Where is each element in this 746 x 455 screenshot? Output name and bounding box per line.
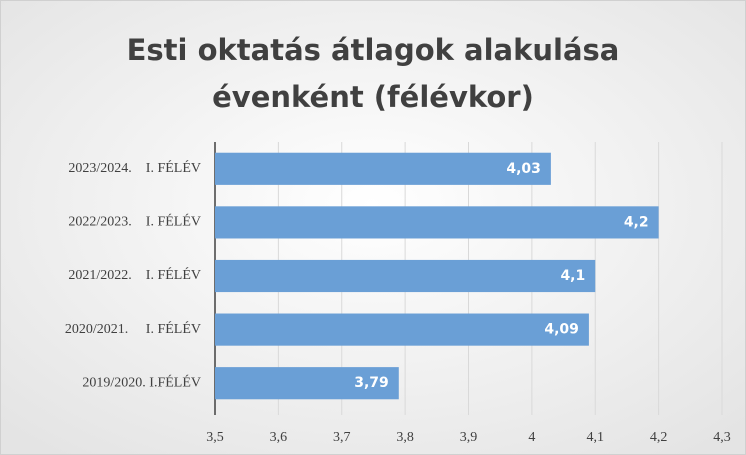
y-tick-label: 2023/2024. I. FÉLÉV: [68, 159, 201, 176]
x-tick-label: 4,1: [587, 430, 605, 445]
value-label: 4,2: [624, 214, 649, 230]
x-tick-label: 3,5: [206, 430, 224, 445]
x-tick-label: 3,8: [396, 430, 414, 445]
x-tick-label: 3,6: [270, 430, 288, 445]
bar: [215, 152, 551, 185]
y-tick-label: 2022/2023. I. FÉLÉV: [68, 213, 201, 230]
value-label: 4,03: [506, 161, 541, 177]
x-tick-label: 4,2: [650, 430, 668, 445]
x-tick-label: 4: [528, 430, 535, 445]
bar: [215, 367, 399, 400]
y-tick-label: 2021/2022. I. FÉLÉV: [68, 266, 201, 283]
chart-title: Esti oktatás átlagok alakulása: [127, 33, 620, 67]
y-tick-label: 2019/2020. I.FÉLÉV: [82, 373, 201, 390]
value-label: 3,79: [354, 375, 389, 391]
y-tick-label: 2020/2021. I. FÉLÉV: [65, 320, 201, 337]
bar: [215, 259, 596, 293]
x-tick-label: 4,3: [713, 430, 731, 445]
value-label: 4,09: [544, 322, 579, 338]
bar: [215, 313, 589, 346]
x-tick-label: 3,9: [460, 430, 478, 445]
bar: [215, 206, 659, 239]
value-label: 4,1: [560, 268, 585, 284]
chart-title: évenként (félévkor): [212, 80, 534, 114]
x-tick-label: 3,7: [333, 430, 351, 445]
